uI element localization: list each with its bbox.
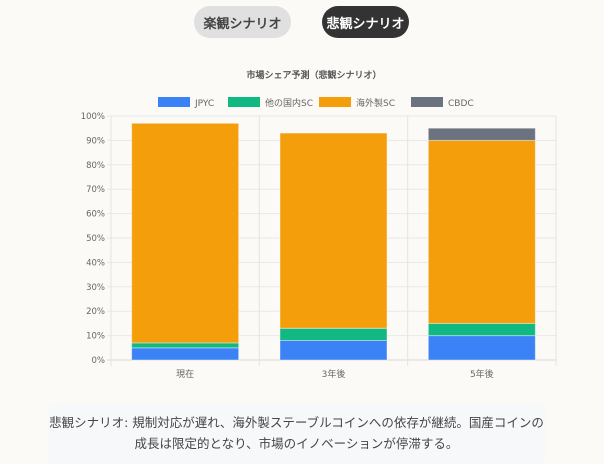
y-tick-label: 90% <box>86 136 105 146</box>
y-tick-label: 10% <box>86 332 105 342</box>
bar-segment <box>279 327 388 341</box>
legend-label: 他の国内SC <box>265 97 313 109</box>
legend: JPYC 他の国内SC 海外製SC CBDC <box>158 97 474 109</box>
y-tick-label: 50% <box>86 234 105 244</box>
legend-label: JPYC <box>194 99 214 109</box>
bar-segment <box>279 132 388 329</box>
bar-segment <box>131 342 240 349</box>
y-tick-label: 80% <box>86 161 105 171</box>
bar-segment <box>427 322 536 337</box>
bar-segment <box>427 139 536 324</box>
chart-title: 市場シェア予測（悲観シナリオ） <box>246 69 381 81</box>
scenario-description: 悲観シナリオ: 規制対応が遅れ、海外製ステーブルコインへの依存が継続。国産コイン… <box>48 404 545 464</box>
legend-label: CBDC <box>448 99 474 109</box>
legend-swatch <box>411 97 443 107</box>
x-tick-label: 3年後 <box>322 368 346 380</box>
legend-swatch <box>158 97 190 107</box>
axis-labels: 0% 10% 20% 30% 40% 50% 60% 70% 80% 90% 100% 現在 3年後 5年… <box>81 112 494 380</box>
bar-segment <box>131 122 240 344</box>
y-tick-label: 70% <box>86 185 105 195</box>
y-tick-label: 60% <box>86 210 105 220</box>
bar-segment <box>427 335 536 361</box>
market-share-chart: 市場シェア予測（悲観シナリオ） JPYC 他の国内SC 海外製SC CBDC 0% 10… <box>81 69 557 380</box>
y-tick-label: 100% <box>81 112 105 122</box>
y-tick-label: 20% <box>86 307 105 317</box>
x-tick-label: 5年後 <box>470 368 494 380</box>
x-tick-label: 現在 <box>176 368 194 380</box>
y-tick-label: 0% <box>92 356 106 366</box>
legend-swatch <box>228 97 260 107</box>
y-tick-label: 30% <box>86 283 105 293</box>
bars <box>131 122 536 361</box>
bar-segment <box>279 339 388 361</box>
bar-segment <box>427 127 536 141</box>
optimistic-scenario-button[interactable]: 楽観シナリオ <box>194 6 291 38</box>
bar-segment <box>131 347 240 361</box>
y-tick-label: 40% <box>86 258 105 268</box>
legend-label: 海外製SC <box>356 97 395 109</box>
legend-swatch <box>319 97 351 107</box>
pessimistic-scenario-button[interactable]: 悲観シナリオ <box>322 6 409 38</box>
